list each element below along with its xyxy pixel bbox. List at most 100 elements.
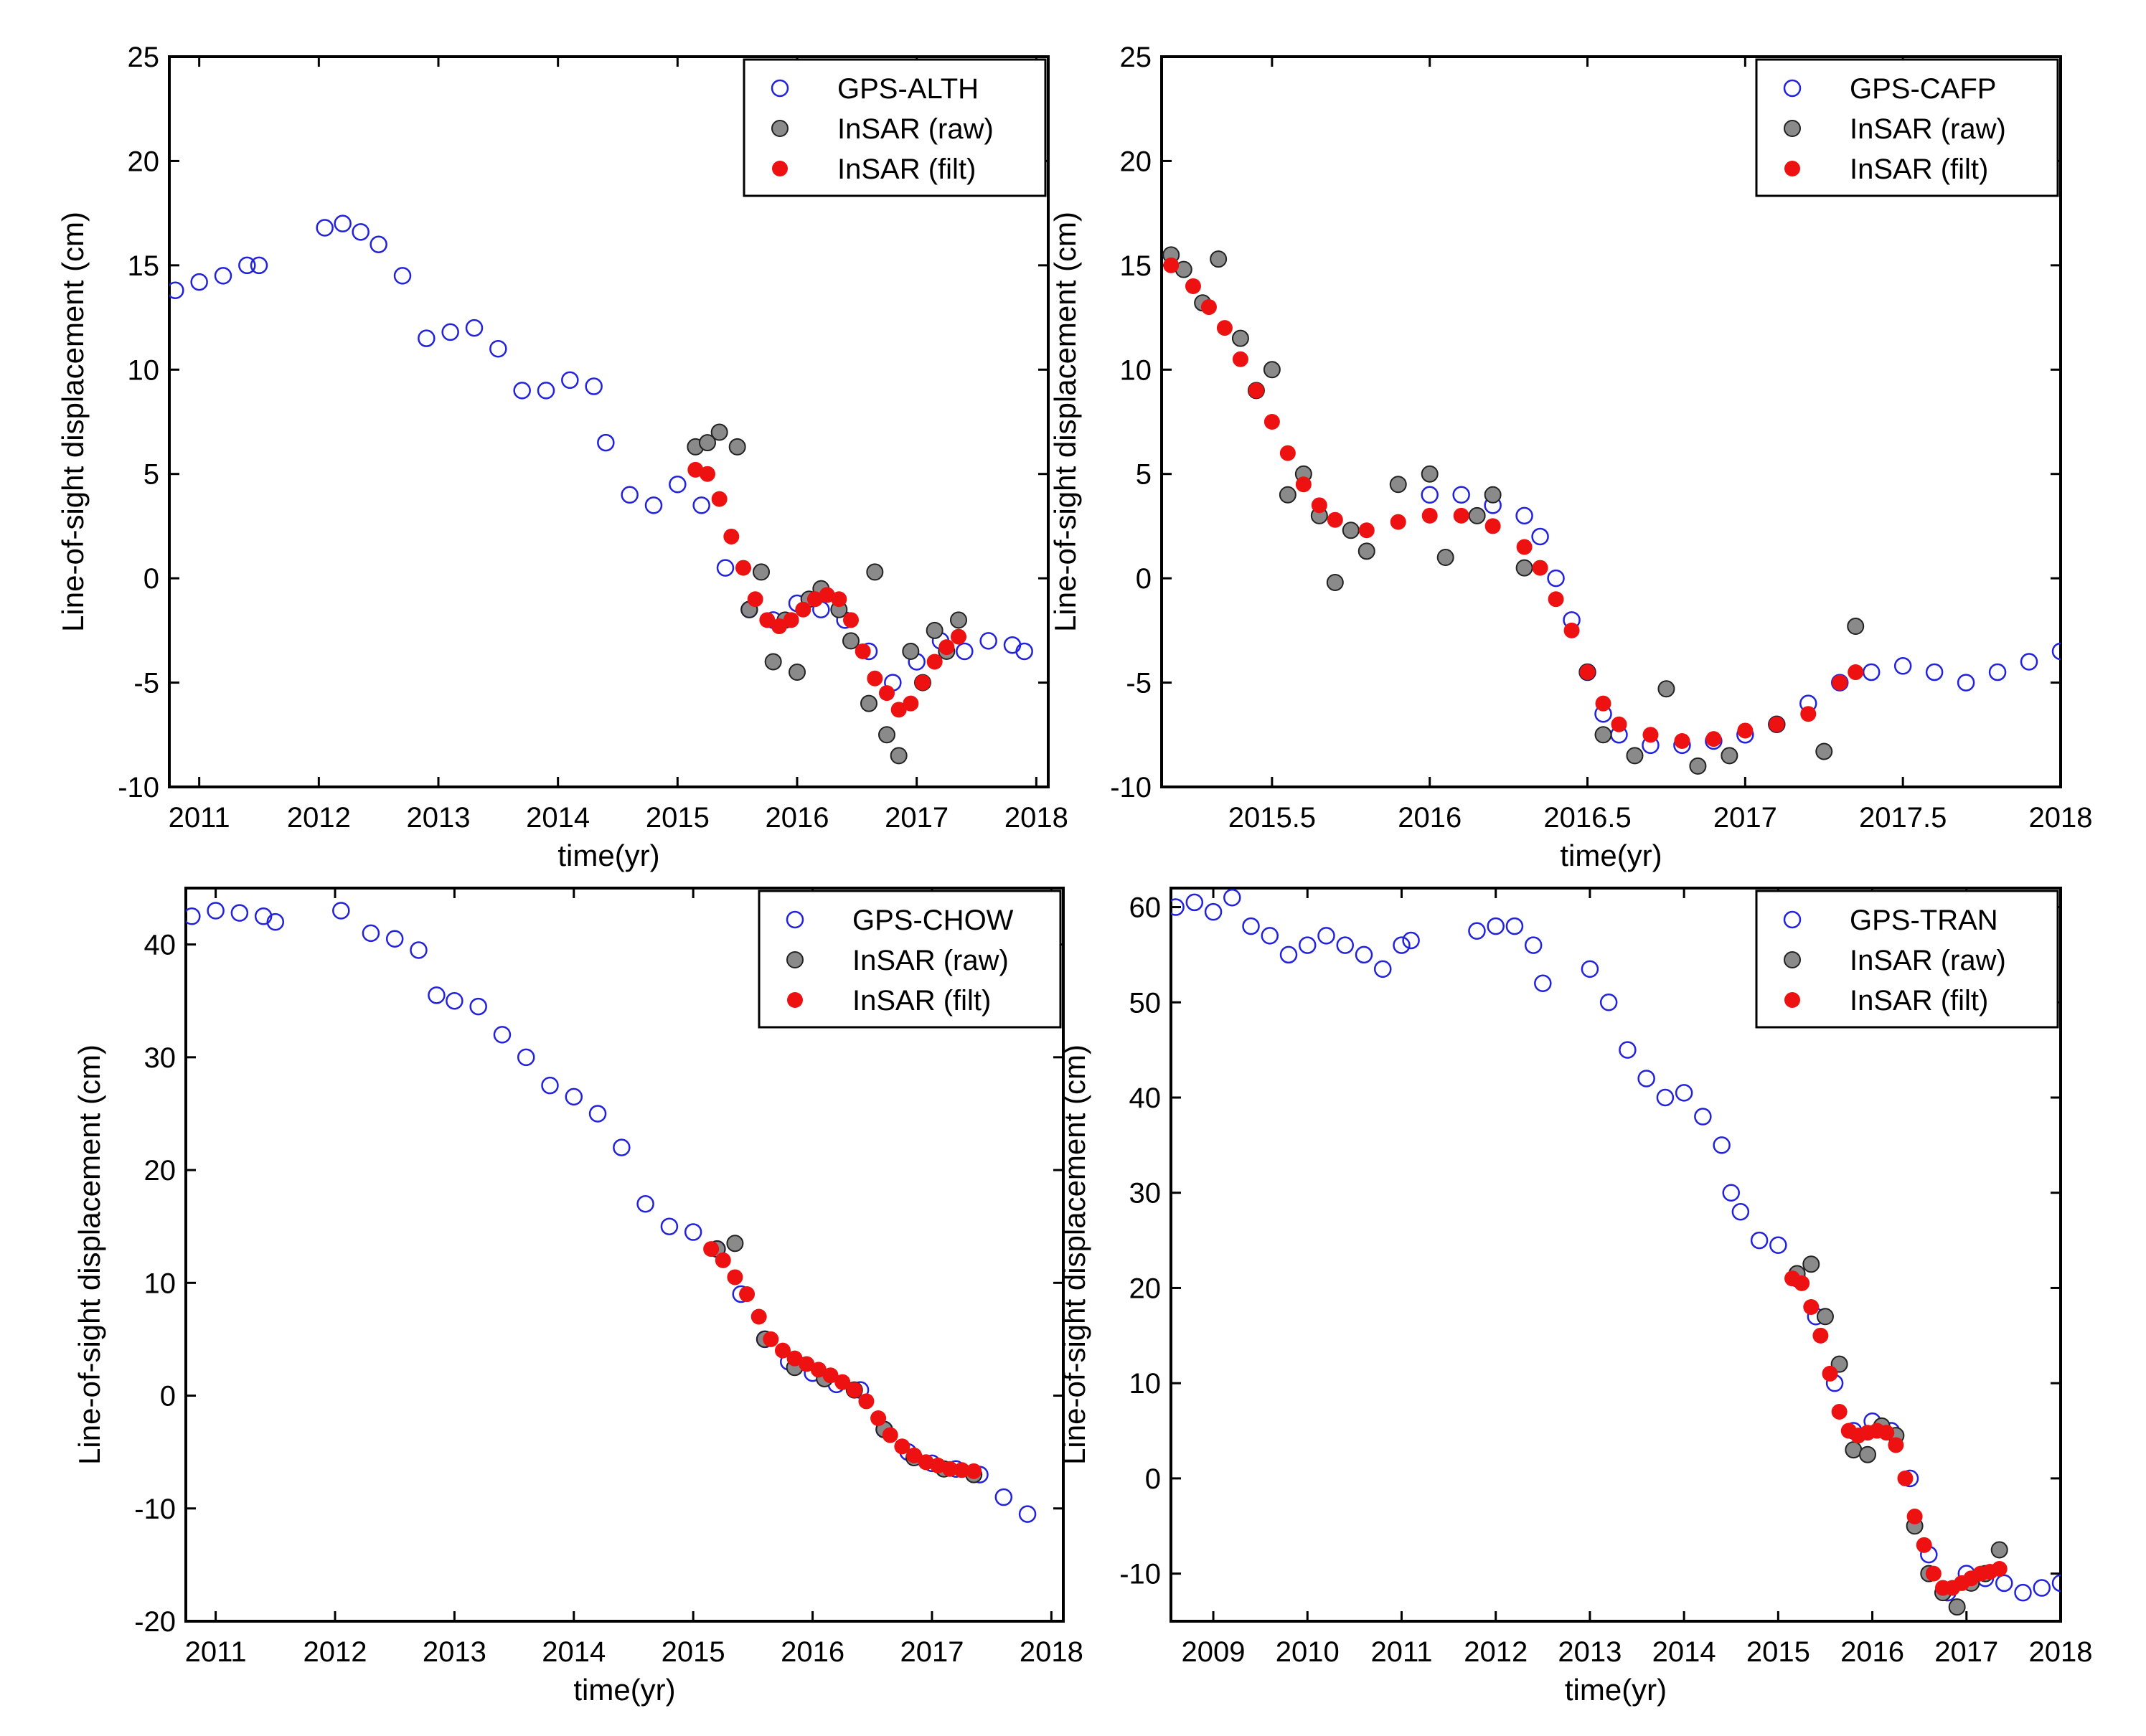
insar-filt-point (1216, 320, 1233, 336)
gps-point (332, 902, 350, 920)
insar-filt-point (1897, 1470, 1914, 1486)
gps-point (1223, 889, 1241, 907)
insar-raw-point (878, 726, 895, 744)
gps-point (1373, 960, 1392, 978)
x-tick-label: 2012 (303, 1636, 367, 1668)
x-tick-label: 2010 (1276, 1636, 1340, 1668)
insar-filt-point (843, 612, 859, 628)
insar-raw-point (1948, 1598, 1966, 1616)
gps-point (1988, 663, 2007, 681)
insar-filt-point (831, 591, 847, 608)
insar-raw-point (753, 563, 770, 581)
y-tick-label: 20 (1120, 146, 1152, 177)
gps-point (541, 1076, 559, 1095)
insar-filt-point (906, 1447, 923, 1463)
y-tick-label: 0 (1136, 563, 1152, 595)
insar-filt-point (894, 1438, 910, 1455)
data-marks (186, 902, 1037, 1523)
gps-point (2014, 1583, 2032, 1602)
gps-point (1599, 994, 1618, 1011)
legend-label: GPS-TRAN (1850, 905, 1998, 936)
insar-raw-point (1845, 1441, 1863, 1459)
insar-raw-point (1279, 486, 1296, 504)
y-axis-label: Line-of-sight displacement (cm) (1048, 212, 1082, 632)
gps-point (561, 371, 579, 390)
insar-filt-point (1848, 664, 1864, 681)
legend-label: GPS-ALTH (837, 73, 979, 105)
insar-filt-point (846, 1382, 862, 1398)
gps-point (1468, 922, 1486, 940)
gps-point (1515, 506, 1533, 525)
insar-raw-point (902, 642, 920, 660)
chart-panel-3: 2011 2012 2013 2014 2015 2016 2017 2018 -20 -10 0 1… (72, 887, 1083, 1707)
gps-point (169, 281, 184, 300)
insar-raw-point (1263, 361, 1281, 379)
x-tick-label: 2018 (1020, 1636, 1083, 1668)
y-tick-label: 20 (1129, 1273, 1162, 1304)
gps-point (254, 907, 273, 925)
y-axis-label: Line-of-sight displacement (cm) (1058, 1044, 1091, 1465)
insar-filt-point (954, 1462, 970, 1478)
x-tick-label: 2014 (1652, 1636, 1716, 1668)
insar-filt-point (1925, 1565, 1942, 1582)
insar-filt-point (915, 674, 931, 691)
insar-filt-point (1532, 560, 1548, 576)
insar-raw-point (1436, 549, 1454, 567)
legend-label: InSAR (raw) (1850, 113, 2006, 145)
insar-filt-point (903, 695, 919, 712)
gps-point (1957, 674, 1975, 692)
y-tick-label: 5 (1136, 459, 1152, 491)
gps-point (1619, 1041, 1637, 1059)
gps-point (1713, 1136, 1731, 1154)
x-axis-label: time(yr) (557, 839, 659, 872)
insar-raw-point (726, 1235, 744, 1253)
insar-raw-point (1721, 747, 1738, 765)
x-tick-label: 2013 (423, 1636, 486, 1668)
insar-raw-point (1515, 559, 1533, 577)
gps-point (441, 323, 459, 341)
gps-point (1242, 917, 1260, 935)
insar-filt-point (723, 528, 740, 544)
insar-filt-point (938, 639, 955, 656)
y-tick-label: -10 (1119, 1559, 1161, 1590)
insar-filt-point (1248, 382, 1264, 399)
insar-filt-point (1453, 507, 1469, 524)
insar-filt-point (926, 654, 943, 670)
gps-point (385, 930, 404, 948)
insar-filt-point (1794, 1275, 1810, 1291)
insar-filt-point (1358, 522, 1375, 539)
gps-point (207, 902, 225, 920)
insar-raw-point (1210, 250, 1228, 268)
y-tick-label: 60 (1129, 892, 1162, 924)
insar-filt-point (879, 685, 895, 702)
chart-panel-2: 2015.5 2016 2016.5 2017 2017.5 2018 -10 -5 0 5 10 1… (1048, 42, 2092, 872)
gps-point (621, 486, 639, 504)
gps-point (186, 907, 201, 925)
gps-point (2033, 1579, 2051, 1597)
insar-filt-point (1163, 257, 1180, 273)
series-0 (169, 214, 1033, 692)
x-tick-label: 2012 (287, 802, 351, 834)
x-tick-label: 2018 (2029, 802, 2093, 834)
gps-point (250, 256, 268, 275)
x-tick-label: 2017 (1713, 802, 1777, 834)
gps-point (644, 496, 663, 514)
insar-raw-point (1859, 1445, 1877, 1463)
gps-point (1299, 936, 1317, 954)
legend-box (758, 890, 1062, 1029)
x-tick-label: 2011 (1370, 1636, 1432, 1668)
legend-label: InSAR (raw) (852, 945, 1009, 976)
insar-filt-point (727, 1269, 743, 1286)
insar-filt-point (1611, 716, 1627, 732)
gps-point (446, 991, 463, 1010)
chart-panel-1: 2011 2012 2013 2014 2015 2016 2017 2018-10-5051… (56, 42, 1068, 872)
data-marks (1171, 889, 2061, 1616)
insar-filt-point (1674, 733, 1690, 750)
gps-point (585, 377, 603, 395)
legend-label: InSAR (filt) (852, 985, 991, 1016)
gps-point (493, 1026, 512, 1044)
insar-filt-point (1421, 507, 1438, 524)
y-tick-label: -10 (118, 772, 159, 803)
x-tick-label: 2015 (646, 802, 710, 834)
y-tick-label: -10 (134, 1494, 176, 1525)
